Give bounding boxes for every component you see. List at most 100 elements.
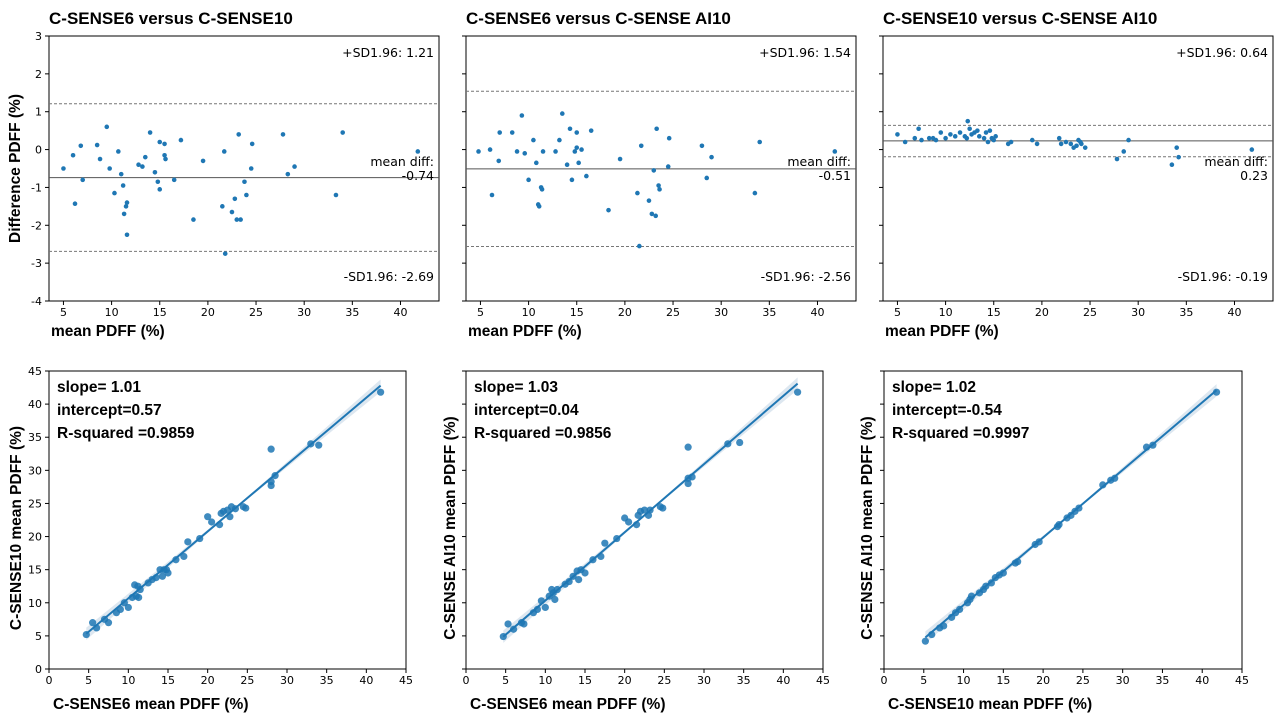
data-point [249, 141, 255, 147]
data-point [152, 574, 160, 582]
x-axis-label: mean PDFF (%) [885, 323, 999, 340]
data-point [952, 134, 958, 139]
data-point [157, 139, 163, 145]
chart-title: C-SENSE6 versus C-SENSE AI10 [466, 9, 731, 28]
data-point [1099, 481, 1107, 489]
x-tick-label: 40 [810, 306, 824, 319]
chart-title: C-SENSE10 versus C-SENSE AI10 [883, 9, 1157, 28]
data-point [307, 440, 315, 448]
data-point [497, 130, 503, 135]
data-point [136, 162, 141, 168]
data-point [163, 156, 168, 162]
data-point [226, 513, 234, 521]
data-point [519, 113, 525, 118]
data-point [499, 632, 507, 641]
data-point [191, 217, 196, 222]
data-point [340, 130, 346, 135]
x-tick-label: 40 [393, 306, 407, 319]
regression-stat: slope= 1.01 [57, 379, 141, 396]
y-tick-label: 1 [35, 106, 42, 119]
data-point [684, 443, 692, 451]
data-point [78, 143, 84, 149]
data-point [124, 603, 132, 612]
data-point [112, 190, 117, 196]
lower-limit-label: -SD1.96: -0.19 [1178, 269, 1268, 284]
regression-plot-csense6-vs-csense10: 0 5 10 15 20 25 30 35 40 45 0 5 10 15 20 25 30 35 40 45 slop… [8, 365, 413, 713]
data-point [919, 137, 924, 143]
data-point [617, 156, 623, 162]
data-point [514, 149, 520, 154]
x-tick-label: 5 [894, 306, 901, 319]
data-point [504, 620, 512, 628]
data-point [551, 595, 559, 604]
data-point [654, 126, 659, 132]
data-point [987, 579, 996, 587]
data-point [724, 440, 732, 448]
mean-diff-label: mean diff: [787, 154, 851, 169]
data-point [588, 128, 594, 133]
data-point [118, 171, 124, 177]
data-point [921, 637, 929, 645]
data-point [704, 175, 710, 181]
data-point [489, 192, 495, 198]
x-tick-label: 10 [939, 306, 953, 319]
x-tick-label: 30 [280, 674, 294, 687]
data-point [1126, 137, 1131, 143]
x-tick-label: 30 [697, 674, 711, 687]
data-point [964, 135, 970, 141]
y-axis-label: C-SENSE10 mean PDFF (%) [8, 426, 25, 630]
x-tick-label: 45 [1235, 674, 1249, 687]
x-tick-label: 30 [297, 306, 311, 319]
x-axis-label: C-SENSE6 mean PDFF (%) [53, 696, 249, 713]
data-point [613, 534, 621, 543]
x-tick-label: 35 [762, 306, 776, 319]
x-tick-label: 25 [1076, 674, 1090, 687]
data-point [928, 630, 936, 639]
mean-diff-value: 0.23 [1240, 168, 1268, 183]
y-tick-label: -3 [31, 257, 42, 270]
data-point [204, 513, 212, 521]
data-point [1142, 443, 1151, 451]
x-tick-label: 30 [1116, 674, 1130, 687]
mean-diff-label: mean diff: [370, 154, 434, 169]
data-point [559, 111, 565, 116]
y-tick-label: 45 [28, 365, 42, 378]
x-tick-label: 25 [666, 306, 680, 319]
data-point [82, 630, 90, 639]
data-point [832, 149, 838, 154]
x-axis-label: mean PDFF (%) [51, 323, 165, 340]
data-point [982, 582, 990, 590]
x-tick-label: 40 [1195, 674, 1209, 687]
data-point [1212, 388, 1221, 396]
y-tick-label: 35 [28, 431, 42, 444]
data-point [267, 445, 275, 453]
x-tick-label: 20 [618, 674, 632, 687]
data-point [553, 149, 558, 154]
x-tick-label: 10 [522, 306, 536, 319]
data-point [653, 213, 659, 219]
data-point [229, 209, 235, 215]
x-tick-label: 15 [578, 674, 592, 687]
x-tick-label: 10 [121, 674, 135, 687]
mean-diff-value: -0.74 [402, 168, 434, 183]
data-point [1121, 149, 1127, 154]
data-point [1114, 156, 1120, 162]
data-point [280, 132, 286, 137]
plot-frame [883, 370, 1243, 670]
y-tick-label: 2 [35, 68, 42, 81]
data-point [1169, 162, 1175, 168]
upper-limit-label: +SD1.96: 1.54 [759, 45, 851, 60]
data-point [533, 605, 542, 614]
data-point [267, 481, 275, 490]
data-point [104, 619, 113, 627]
lower-limit-label: -SD1.96: -2.56 [761, 269, 851, 284]
data-point [567, 126, 573, 132]
y-tick-label: -4 [31, 295, 42, 308]
y-tick-label: 3 [35, 30, 42, 43]
data-point [152, 169, 158, 175]
data-point [943, 135, 948, 141]
data-point [116, 605, 124, 614]
data-point [220, 204, 225, 209]
data-point [61, 166, 66, 171]
data-point [574, 145, 580, 150]
